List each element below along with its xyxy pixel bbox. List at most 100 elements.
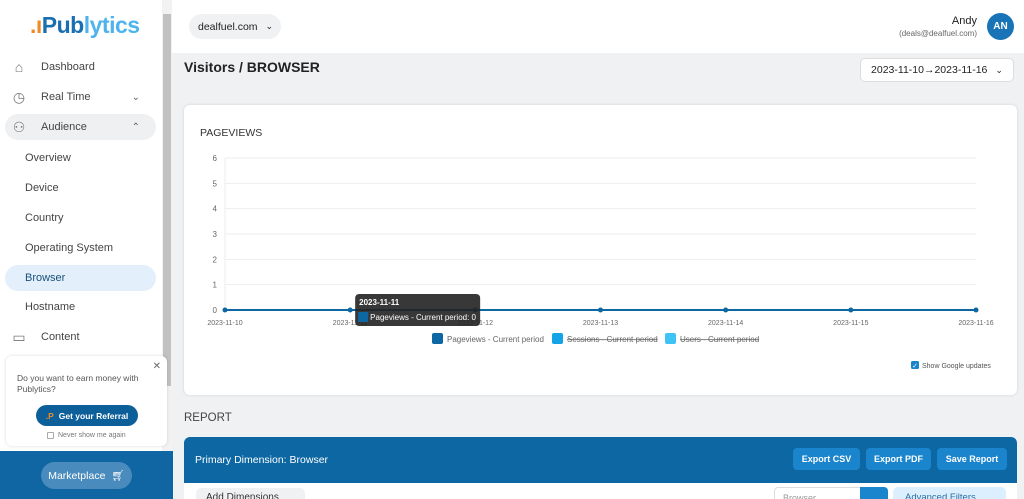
users-icon: ⚇ bbox=[12, 119, 26, 135]
sidebar-item-real-time[interactable]: ◷ Real Time ⌄ bbox=[5, 84, 156, 110]
label: Marketplace bbox=[48, 469, 106, 482]
report-panel: Primary Dimension: Browser Export CSV Ex… bbox=[184, 437, 1017, 499]
report-header: Primary Dimension: Browser Export CSV Ex… bbox=[184, 437, 1017, 483]
data-point bbox=[598, 307, 603, 313]
data-point bbox=[973, 307, 979, 313]
sidebar-item-overview[interactable]: Overview bbox=[5, 145, 156, 171]
advanced-filters-button[interactable]: Advanced Filters bbox=[893, 487, 1006, 499]
x-tick-label: 2023-11-15 bbox=[833, 320, 868, 327]
label: Content bbox=[41, 331, 80, 343]
y-tick-label: 1 bbox=[213, 281, 218, 290]
user-info[interactable]: Andy (deals@dealfuel.com) bbox=[899, 15, 977, 38]
never-show-checkbox[interactable]: Never show me again bbox=[47, 432, 126, 439]
label: Country bbox=[25, 212, 64, 224]
search-button[interactable] bbox=[860, 487, 888, 499]
checkbox[interactable] bbox=[47, 432, 54, 439]
legend-label: Pageviews - Current period bbox=[447, 335, 544, 344]
x-tick-label: 2023-11-16 bbox=[958, 320, 993, 327]
legend-swatch bbox=[552, 333, 563, 344]
sidebar-scrollbar[interactable] bbox=[162, 0, 172, 499]
user-name: Andy bbox=[951, 15, 977, 27]
data-point bbox=[848, 307, 854, 313]
legend-swatch bbox=[665, 333, 676, 344]
sidebar-item-dashboard[interactable]: ⌂ Dashboard bbox=[5, 54, 156, 80]
cart-icon: 🛒︎ bbox=[111, 470, 125, 482]
sidebar-item-country[interactable]: Country bbox=[5, 205, 156, 231]
label: Dashboard bbox=[41, 61, 95, 73]
chart-title: PAGEVIEWS bbox=[200, 127, 263, 139]
tooltip-box bbox=[355, 294, 481, 326]
avatar[interactable]: AN bbox=[987, 13, 1014, 40]
label: Browser bbox=[25, 272, 66, 284]
export-pdf-button[interactable]: Export PDF bbox=[866, 448, 931, 470]
show-google-updates-checkbox bbox=[911, 361, 919, 369]
scrollbar-thumb[interactable] bbox=[163, 14, 171, 386]
window-icon: ▭ bbox=[12, 329, 26, 345]
primary-dimension: Primary Dimension: Browser bbox=[195, 454, 329, 466]
export-csv-button[interactable]: Export CSV bbox=[793, 448, 860, 470]
date-range: 2023-11-10→2023-11-16 bbox=[871, 64, 988, 76]
data-point bbox=[222, 307, 228, 313]
label: Operating System bbox=[25, 242, 114, 254]
legend-label: Users - Current period bbox=[680, 335, 759, 344]
tooltip-swatch bbox=[358, 312, 369, 322]
label: Hostname bbox=[25, 301, 76, 313]
browser-search-input[interactable]: Browser bbox=[774, 487, 861, 499]
sidebar-item-operating-system[interactable]: Operating System bbox=[5, 235, 156, 261]
x-tick-label: 2023-11-14 bbox=[708, 320, 743, 327]
chevron-down-icon: ⌄ bbox=[265, 21, 274, 31]
label: Audience bbox=[41, 121, 87, 133]
site-selector[interactable]: dealfuel.com ⌄ bbox=[189, 14, 281, 39]
y-tick-label: 4 bbox=[213, 205, 218, 214]
label: Get your Referral bbox=[58, 410, 129, 421]
tooltip-text: Pageviews - Current period: 0 bbox=[370, 313, 476, 322]
logo[interactable]: .ıPublytics bbox=[30, 12, 140, 38]
date-range-picker[interactable]: 2023-11-10→2023-11-16 ⌄ bbox=[860, 58, 1014, 82]
label: Overview bbox=[25, 152, 71, 164]
close-icon[interactable]: ✕ bbox=[152, 361, 161, 372]
save-report-button[interactable]: Save Report bbox=[937, 448, 1007, 470]
x-tick-label: 2023-11-11 bbox=[333, 320, 368, 327]
home-icon: ⌂ bbox=[14, 59, 24, 75]
user-email: (deals@dealfuel.com) bbox=[899, 29, 977, 38]
x-tick-label: 2023-11-13 bbox=[583, 320, 618, 327]
sidebar-item-hostname[interactable]: Hostname bbox=[5, 294, 156, 320]
add-dimensions-dropdown[interactable]: Add Dimensions bbox=[196, 488, 305, 499]
chevron-down-icon: ⌄ bbox=[131, 91, 140, 103]
data-point bbox=[723, 307, 729, 313]
get-referral-button[interactable]: .P Get your Referral bbox=[36, 405, 138, 426]
label: Never show me again bbox=[58, 432, 126, 439]
sidebar-item-audience[interactable]: ⚇ Audience ⌃ bbox=[5, 114, 156, 140]
y-tick-label: 5 bbox=[213, 179, 218, 188]
chevron-down-icon: ⌄ bbox=[995, 64, 1003, 75]
label: Device bbox=[25, 182, 59, 194]
referral-popup: ✕ Do you want to earn money with Publyti… bbox=[6, 356, 167, 446]
y-tick-label: 6 bbox=[213, 154, 218, 163]
pageviews-chart: 01234562023-11-102023-11-112023-11-12202… bbox=[207, 154, 993, 370]
y-tick-label: 2 bbox=[213, 255, 218, 264]
legend-swatch bbox=[432, 333, 443, 344]
y-tick-label: 0 bbox=[213, 306, 218, 315]
legend-label: Sessions - Current period bbox=[567, 335, 658, 344]
top-header: dealfuel.com ⌄ Andy (deals@dealfuel.com) A… bbox=[172, 0, 1024, 53]
show-google-updates-label: Show Google updates bbox=[922, 363, 991, 370]
marketplace-bar: Marketplace 🛒︎ bbox=[0, 451, 173, 499]
label: Real Time bbox=[41, 91, 91, 103]
y-tick-label: 3 bbox=[213, 230, 218, 239]
clock-icon: ◷ bbox=[12, 89, 26, 105]
tooltip-date: 2023-11-11 bbox=[359, 298, 400, 307]
page-title: Visitors / BROWSER bbox=[184, 59, 320, 75]
site-name: dealfuel.com bbox=[198, 20, 258, 33]
pageviews-chart-card: PAGEVIEWS 0 1 2 3 4 5 6 2023-11-10 2023-11-11 202… bbox=[184, 105, 1017, 395]
chevron-up-icon: ⌃ bbox=[131, 121, 140, 133]
report-heading: REPORT bbox=[184, 412, 232, 424]
x-tick-label: 2023-11-10 bbox=[207, 320, 242, 327]
promo-text: Do you want to earn money with Publytics… bbox=[17, 373, 139, 394]
sidebar-item-content[interactable]: ▭ Content bbox=[5, 324, 156, 350]
publytics-p-icon: .P bbox=[45, 410, 54, 421]
data-point bbox=[347, 307, 353, 313]
sidebar-item-device[interactable]: Device bbox=[5, 175, 156, 201]
sidebar-item-browser[interactable]: Browser bbox=[5, 265, 156, 291]
marketplace-button[interactable]: Marketplace 🛒︎ bbox=[41, 462, 132, 489]
check-icon: ✓ bbox=[912, 363, 918, 370]
